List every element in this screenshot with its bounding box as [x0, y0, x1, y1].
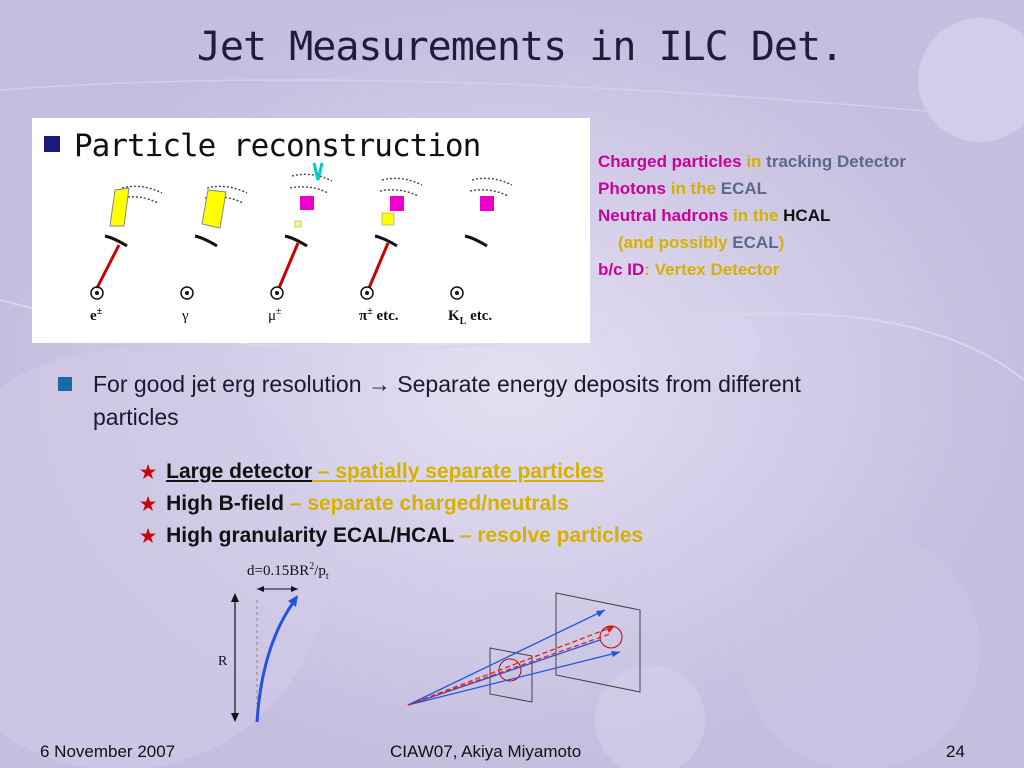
kaon-column [450, 177, 513, 300]
track-icon [95, 244, 121, 289]
vertex-detector-line: b/c ID: Vertex Detector [598, 260, 780, 279]
list-item: ★ High granularity ECAL/HCAL – resolve pa… [140, 524, 644, 547]
radius-label: R [218, 654, 228, 669]
square-bullet-icon [44, 136, 60, 152]
square-bullet-icon [58, 377, 72, 391]
slide-title: Jet Measurements in ILC Det. [196, 24, 844, 70]
kaon-label: KL etc. [448, 308, 492, 327]
diagram-heading: Particle reconstruction [44, 128, 481, 164]
chevron-down-icon [312, 162, 324, 181]
track-bending-diagram: d=0.15BR2/pt R [218, 561, 329, 723]
electron-column [90, 185, 163, 300]
particle-reconstruction-diagram: e± γ μ± π± etc. KL etc. Particle reconst… [32, 118, 590, 343]
photon-column [180, 185, 248, 300]
footer-presenter: CIAW07, Akiya Miyamoto [390, 742, 582, 761]
star-icon: ★ [140, 462, 157, 482]
pion-label: π± etc. [359, 306, 399, 324]
particle-detector-sketch: e± γ μ± π± etc. KL etc. [90, 162, 513, 327]
pion-column [360, 177, 423, 300]
footer-date: 6 November 2007 [40, 742, 176, 761]
requirements-list: ★ Large detector – spatially separate par… [140, 456, 643, 552]
bending-formula: d=0.15BR2/pt [247, 561, 329, 582]
photons-line: Photons in the ECAL [598, 179, 768, 198]
list-item: ★ High B-field – separate charged/neutral… [140, 492, 569, 515]
possibly-ecal-line: (and possibly ECAL) [618, 233, 785, 252]
list-item: ★ Large detector – spatially separate par… [140, 460, 604, 483]
ecal-deposit-icon [201, 189, 227, 229]
curved-track-icon [255, 599, 297, 723]
star-icon: ★ [140, 494, 157, 514]
neutral-hadrons-line: Neutral hadrons in the HCAL [598, 206, 831, 225]
slide-number: 24 [946, 742, 965, 761]
star-icon: ★ [140, 526, 157, 546]
jet-separation-diagram [407, 592, 641, 706]
muon-label: μ± [268, 306, 282, 324]
hcal-deposit-icon [300, 196, 314, 210]
muon-column [270, 162, 333, 300]
main-bullet-text: For good jet erg resolution → Separate e… [93, 371, 801, 430]
charged-particles-line: Charged particles in tracking Detector [598, 152, 906, 171]
photon-label: γ [181, 308, 189, 324]
electron-label: e± [90, 306, 103, 324]
main-bullet-point: For good jet erg resolution → Separate e… [58, 368, 878, 434]
detector-assignment-list: Charged particles in tracking Detector P… [598, 148, 906, 283]
ecal-deposit-icon [109, 187, 130, 227]
